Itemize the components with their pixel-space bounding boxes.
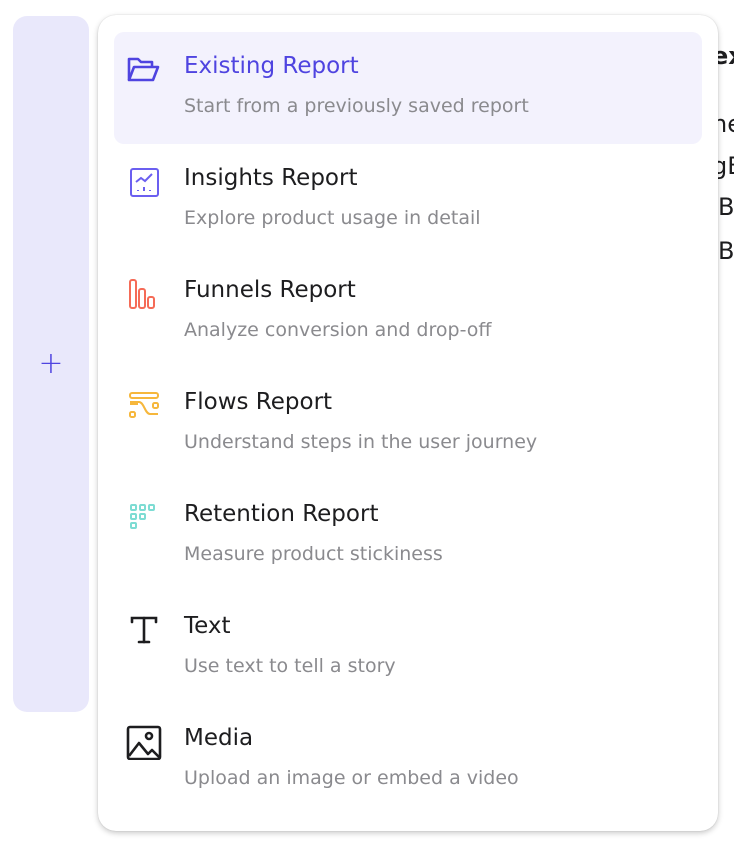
background-text: B xyxy=(718,237,734,265)
menu-item-title: Insights Report xyxy=(184,165,358,191)
menu-item-title: Existing Report xyxy=(184,53,359,79)
menu-item-funnels-report[interactable]: Funnels Report Analyze conversion and dr… xyxy=(114,256,702,368)
menu-item-title: Flows Report xyxy=(184,389,333,415)
retention-grid-icon xyxy=(130,504,155,529)
menu-item-media[interactable]: Media Upload an image or embed a video xyxy=(114,704,702,816)
menu-item-retention-report[interactable]: Retention Report Measure product stickin… xyxy=(114,480,702,592)
menu-item-existing-report[interactable]: Existing Report Start from a previously … xyxy=(114,32,702,144)
menu-item-title: Retention Report xyxy=(184,501,379,527)
menu-item-subtitle: Explore product usage in detail xyxy=(184,207,481,229)
add-report-menu: Existing Report Start from a previously … xyxy=(98,15,718,831)
text-icon xyxy=(130,616,158,644)
flows-icon xyxy=(129,392,159,418)
menu-item-title: Text xyxy=(184,613,231,639)
menu-item-flows-report[interactable]: Flows Report Understand steps in the use… xyxy=(114,368,702,480)
menu-item-title: Funnels Report xyxy=(184,277,356,303)
folder-open-icon xyxy=(127,57,160,82)
menu-item-subtitle: Use text to tell a story xyxy=(184,655,396,677)
plus-icon: + xyxy=(38,346,64,381)
menu-item-insights-report[interactable]: Insights Report Explore product usage in… xyxy=(114,144,702,256)
menu-item-subtitle: Start from a previously saved report xyxy=(184,95,529,117)
menu-item-text[interactable]: Text Use text to tell a story xyxy=(114,592,702,704)
menu-item-subtitle: Analyze conversion and drop-off xyxy=(184,319,492,341)
background-text: B xyxy=(718,193,734,221)
menu-item-subtitle: Upload an image or embed a video xyxy=(184,767,519,789)
add-column-button[interactable]: + xyxy=(13,16,89,712)
image-icon xyxy=(126,725,162,760)
menu-item-subtitle: Measure product stickiness xyxy=(184,543,443,565)
menu-item-subtitle: Understand steps in the user journey xyxy=(184,431,538,453)
insights-chart-icon xyxy=(130,168,159,197)
menu-item-title: Media xyxy=(184,725,254,751)
funnel-bars-icon xyxy=(129,279,155,309)
